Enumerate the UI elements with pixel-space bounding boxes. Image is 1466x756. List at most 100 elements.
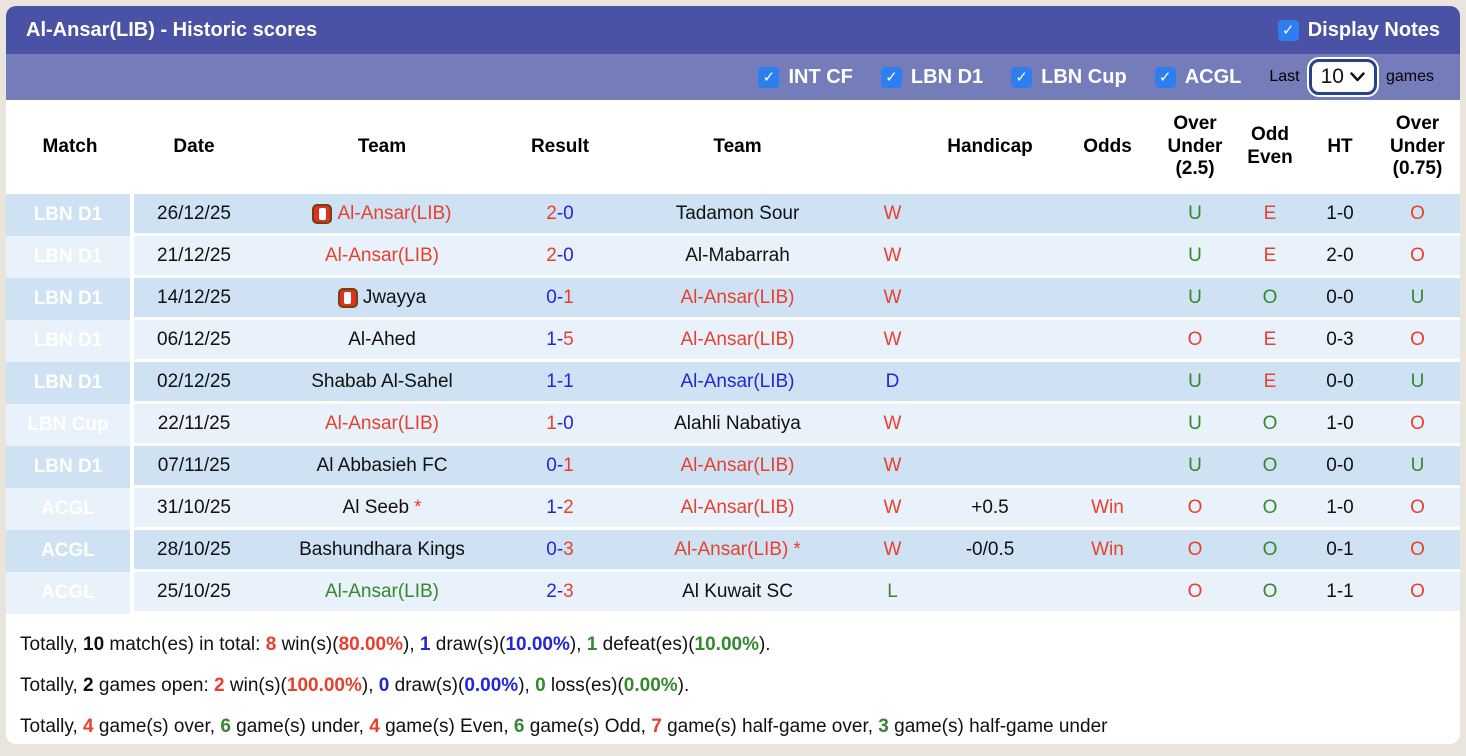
filter-lbn-cup[interactable]: LBN Cup — [1011, 66, 1127, 89]
filter-label: INT CF — [788, 65, 853, 88]
away-team-name: Al-Ansar(LIB) — [680, 370, 795, 392]
home-team: Jwayya — [254, 278, 510, 320]
score-dash: - — [556, 202, 564, 224]
score-home: 1 — [546, 412, 557, 434]
score: 2-0 — [510, 236, 610, 278]
odd-even: O — [1235, 572, 1305, 614]
away-team-name: Al-Ansar(LIB) — [674, 538, 789, 560]
handicap-value — [920, 404, 1060, 446]
checkbox-checked-icon[interactable] — [1011, 66, 1033, 88]
score-away: 0 — [563, 202, 574, 224]
home-team-name: Al-Ansar(LIB) — [324, 412, 440, 434]
odd-even: O — [1235, 446, 1305, 488]
chevron-down-icon — [1350, 72, 1365, 82]
league-badge: LBN D1 — [6, 446, 134, 488]
match-date: 26/12/25 — [134, 194, 254, 236]
games-label: games — [1385, 68, 1434, 85]
display-notes-toggle[interactable]: Display Notes — [1277, 18, 1440, 42]
away-team: Tadamon Sour — [610, 194, 865, 236]
half-time-score: 2-0 — [1305, 236, 1375, 278]
summary-line-2: Totally, 2 games open: 2 win(s)(100.00%)… — [20, 675, 690, 696]
home-team-name: Al-Ansar(LIB) — [324, 244, 440, 266]
table-header-row: Match Date Team Result Team Handicap Odds Over … — [6, 100, 1460, 194]
half-time-score: 0-1 — [1305, 530, 1375, 572]
checkbox-checked-icon[interactable] — [1154, 66, 1176, 88]
league-badge: LBN Cup — [6, 404, 134, 446]
odds-value — [1060, 194, 1155, 236]
result-letter: D — [865, 362, 920, 404]
title-bar: Al-Ansar(LIB) - Historic scores Display … — [6, 6, 1460, 54]
league-badge: LBN D1 — [6, 320, 134, 362]
over-under-2-5: U — [1155, 194, 1235, 236]
half-time-score: 0-0 — [1305, 362, 1375, 404]
score-dash: - — [556, 328, 564, 350]
away-team-name: Al-Ansar(LIB) — [680, 454, 795, 476]
filter-label: LBN Cup — [1041, 65, 1127, 88]
over-under-0-75: O — [1375, 194, 1460, 236]
match-row: LBN D1 26/12/25 Al-Ansar(LIB) 2-0 Tadamon So… — [6, 194, 1460, 236]
page-title: Al-Ansar(LIB) - Historic scores — [26, 18, 318, 41]
away-team: Alahli Nabatiya — [610, 404, 865, 446]
filter-int-cf[interactable]: INT CF — [758, 65, 853, 89]
column-header-handicap: Handicap — [947, 135, 1033, 157]
league-badge: ACGL — [6, 572, 134, 614]
home-team: Al-Ansar(LIB) — [254, 236, 510, 278]
away-team: Al-Ansar(LIB) * — [610, 530, 865, 572]
home-team: Shabab Al-Sahel — [254, 362, 510, 404]
away-team: Al Kuwait SC — [610, 572, 865, 614]
score-away: 1 — [563, 454, 574, 476]
summary-line-1: Totally, 10 match(es) in total: 8 win(s)… — [20, 634, 771, 655]
match-row: ACGL 28/10/25 Bashundhara Kings 0-3 Al-Ansar… — [6, 530, 1460, 572]
last-games-select[interactable]: 10 — [1308, 59, 1377, 95]
away-team: Al-Ansar(LIB) — [610, 362, 865, 404]
league-badge: LBN D1 — [6, 278, 134, 320]
away-team: Al-Ansar(LIB) — [610, 278, 865, 320]
away-team-name: Tadamon Sour — [675, 202, 800, 224]
odds-value: Win — [1060, 488, 1155, 530]
filter-acgl[interactable]: ACGL — [1154, 66, 1241, 89]
result-letter: W — [865, 488, 920, 530]
score-away: 3 — [563, 538, 574, 560]
league-filters: INT CF LBN D1 LBN Cup ACGL — [758, 66, 1241, 89]
checkbox-checked-icon[interactable] — [758, 66, 780, 88]
handicap-value: -0/0.5 — [920, 530, 1060, 572]
match-date: 22/11/25 — [134, 404, 254, 446]
display-notes-label: Display Notes — [1307, 18, 1440, 41]
match-row: LBN Cup 22/11/25 Al-Ansar(LIB) 1-0 Alahli Na… — [6, 404, 1460, 446]
home-team: Al-Ahed — [254, 320, 510, 362]
content-frame: Al-Ansar(LIB) - Historic scores Display … — [6, 6, 1460, 744]
home-team-name: Jwayya — [362, 286, 427, 308]
odds-value — [1060, 446, 1155, 488]
score-away: 0 — [563, 412, 574, 434]
over-under-2-5: O — [1155, 320, 1235, 362]
score-home: 2 — [546, 244, 557, 266]
match-date: 02/12/25 — [134, 362, 254, 404]
match-row: LBN D1 06/12/25 Al-Ahed 1-5 Al-Ansar(LIB) W O E… — [6, 320, 1460, 362]
handicap-value — [920, 278, 1060, 320]
away-team-name: Al Kuwait SC — [682, 580, 793, 602]
filter-lbn-d1[interactable]: LBN D1 — [880, 66, 983, 89]
checkbox-checked-icon[interactable] — [880, 66, 902, 88]
handicap-value — [920, 362, 1060, 404]
over-under-0-75: O — [1375, 404, 1460, 446]
result-letter: W — [865, 530, 920, 572]
odds-value — [1060, 236, 1155, 278]
table-body: LBN D1 26/12/25 Al-Ansar(LIB) 2-0 Tadamon So… — [6, 194, 1460, 614]
half-time-score: 0-0 — [1305, 446, 1375, 488]
display-notes-checkbox-icon[interactable] — [1277, 19, 1299, 41]
handicap-value — [920, 320, 1060, 362]
match-date: 07/11/25 — [134, 446, 254, 488]
result-letter: W — [865, 404, 920, 446]
home-team: Al-Ansar(LIB) — [254, 194, 510, 236]
over-under-2-5: U — [1155, 278, 1235, 320]
over-under-2-5: U — [1155, 362, 1235, 404]
column-header-date: Date — [173, 135, 215, 157]
away-team: Al-Mabarrah — [610, 236, 865, 278]
odd-even: O — [1235, 404, 1305, 446]
score-home: 0 — [546, 454, 557, 476]
odds-value — [1060, 572, 1155, 614]
over-under-2-5: U — [1155, 446, 1235, 488]
odd-even: E — [1235, 236, 1305, 278]
half-time-score: 1-0 — [1305, 404, 1375, 446]
match-date: 14/12/25 — [134, 278, 254, 320]
